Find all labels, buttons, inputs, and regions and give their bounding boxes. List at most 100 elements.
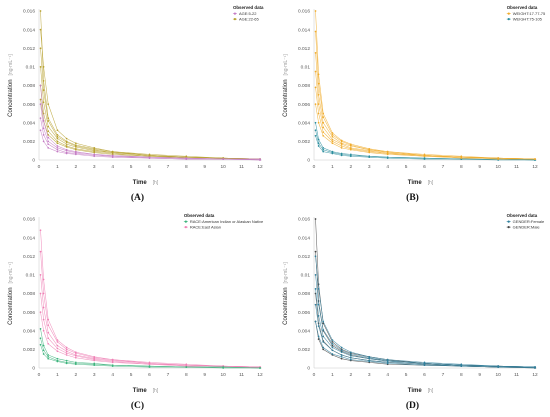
data-point (93, 364, 96, 367)
x-tick-label: 12 (257, 372, 263, 378)
legend-marker (507, 220, 510, 223)
profile-line (40, 230, 261, 368)
data-point (322, 134, 325, 137)
data-point (74, 356, 77, 359)
data-point (340, 154, 343, 157)
line-chart-b: 0 0.002 0.004 0.006 0.008 0.01 0.012 0.014 0.016… (283, 5, 546, 186)
data-point (322, 147, 325, 149)
x-tick-label: 7 (167, 164, 170, 170)
data-point (65, 354, 68, 356)
data-point (497, 366, 500, 368)
profile-line (315, 288, 536, 368)
data-point (56, 357, 59, 360)
legend-label: WEIGHT:17.77-75 (513, 11, 546, 16)
data-point (386, 157, 389, 159)
data-point (47, 354, 50, 356)
data-point (331, 142, 334, 145)
data-point (534, 158, 536, 160)
data-point (65, 359, 68, 362)
y-tick-label: 0.002 (298, 139, 310, 145)
data-point (93, 147, 96, 149)
data-point (259, 367, 261, 369)
data-point (322, 148, 325, 151)
data-point (56, 145, 59, 147)
data-point (47, 357, 50, 360)
data-point (39, 10, 42, 12)
data-point (47, 147, 50, 149)
data-point (340, 145, 343, 147)
x-tick-label: 3 (93, 372, 96, 378)
legend-item: AGE:5-22 (232, 11, 257, 16)
profile-line (315, 304, 535, 368)
profile-line (315, 218, 536, 368)
data-point (65, 149, 68, 152)
data-point (322, 116, 325, 119)
y-tick-label: 0 (32, 366, 35, 372)
data-point (65, 362, 68, 365)
data-point (314, 218, 317, 220)
data-point (47, 125, 50, 128)
x-tick-label: 6 (148, 372, 151, 378)
data-point (74, 142, 77, 145)
x-tick-label: 10 (495, 164, 501, 170)
data-point (39, 311, 42, 313)
series-gender-male (314, 218, 536, 369)
data-point (42, 292, 45, 295)
data-point (317, 145, 320, 147)
y-tick-label: 0.012 (23, 254, 35, 260)
data-point (39, 328, 42, 330)
y-axis-unit: [ng·mL⁻¹] (8, 54, 14, 76)
data-point (340, 346, 343, 349)
data-point (56, 350, 59, 353)
x-tick-label: 10 (220, 164, 226, 170)
data-point (39, 274, 42, 276)
data-point (111, 361, 114, 364)
data-point (331, 135, 334, 138)
x-tick-label: 7 (442, 164, 445, 170)
data-point (39, 103, 42, 105)
data-point (56, 347, 59, 350)
x-axis-label: Time (408, 180, 423, 186)
data-point (368, 156, 371, 159)
profile-line (40, 29, 261, 160)
x-tick-label: 4 (111, 164, 114, 170)
y-tick-label: 0 (307, 366, 310, 372)
x-tick-label: 0 (38, 372, 41, 378)
data-point (47, 337, 50, 340)
data-point (39, 229, 42, 232)
data-point (65, 143, 68, 146)
line-chart-c: 0 0.002 0.004 0.006 0.008 0.01 0.012 0.014 0.016… (8, 213, 264, 394)
panel-label: (A) (130, 193, 145, 203)
x-axis-title: Time [h] (133, 388, 159, 394)
data-point (314, 86, 317, 89)
data-point (148, 366, 151, 368)
legend-marker (184, 220, 187, 223)
y-tick-label: 0.006 (298, 310, 310, 316)
data-point (314, 52, 317, 54)
y-tick-label: 0 (32, 158, 35, 164)
data-point (349, 351, 352, 354)
data-point (56, 150, 59, 153)
data-point (74, 153, 77, 156)
x-tick-label: 5 (405, 164, 408, 170)
data-point (39, 117, 42, 119)
legend-title: Observed data (184, 213, 215, 218)
x-tick-label: 7 (167, 372, 170, 378)
y-tick-label: 0.008 (298, 291, 310, 297)
data-point (111, 156, 114, 159)
y-tick-label: 0.014 (23, 27, 35, 33)
y-tick-label: 0.014 (298, 27, 310, 33)
profile-line (315, 104, 535, 160)
data-point (47, 120, 50, 122)
data-point (47, 143, 50, 146)
x-tick-label: 4 (111, 372, 114, 378)
panel-label: (D) (405, 401, 420, 411)
y-tick-label: 0.006 (23, 310, 35, 316)
data-point (331, 349, 334, 352)
data-point (368, 360, 371, 363)
data-point (317, 303, 320, 306)
profile-line (40, 104, 260, 160)
line-chart-d: 0 0.002 0.004 0.006 0.008 0.01 0.012 0.014 0.016… (283, 213, 545, 394)
data-point (314, 103, 317, 105)
y-tick-label: 0.002 (23, 139, 35, 145)
